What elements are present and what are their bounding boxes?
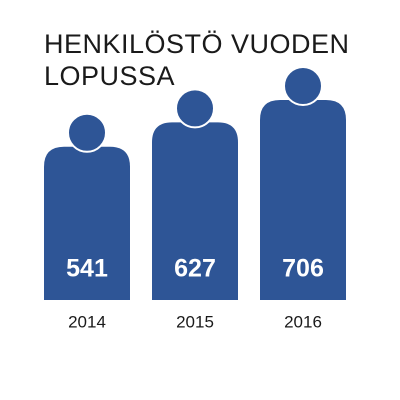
x-tick-label: 2014 [68,312,106,331]
value-label: 706 [282,255,324,283]
head [283,66,323,106]
chart-title-line: LOPUSSA [44,61,175,91]
bar [260,100,346,300]
bar [152,122,238,300]
chart-title-line: HENKILÖSTÖ VUODEN [44,29,350,59]
bar [44,146,130,300]
value-label: 627 [174,255,216,283]
value-label: 541 [66,255,108,283]
head [175,88,215,129]
x-tick-label: 2015 [176,312,214,331]
head [67,112,107,153]
x-tick-label: 2016 [284,312,322,331]
